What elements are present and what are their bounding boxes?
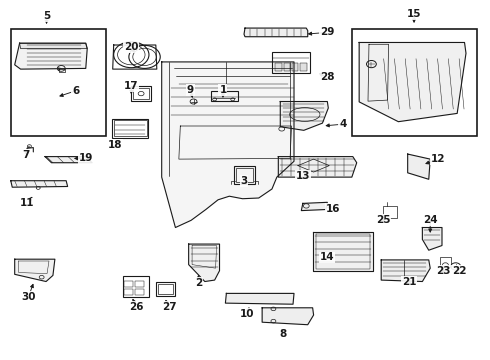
Text: 1: 1 xyxy=(220,85,226,95)
Text: 18: 18 xyxy=(108,140,122,150)
Bar xyxy=(440,257,451,267)
Polygon shape xyxy=(408,154,430,179)
Bar xyxy=(11,29,106,136)
Bar xyxy=(122,276,149,297)
Bar xyxy=(135,289,144,295)
Text: 10: 10 xyxy=(240,309,255,319)
Bar xyxy=(300,63,307,71)
Text: 6: 6 xyxy=(73,86,79,96)
Bar xyxy=(124,281,133,287)
Text: 25: 25 xyxy=(376,215,391,225)
Bar xyxy=(124,289,133,295)
Text: 27: 27 xyxy=(162,302,176,312)
Polygon shape xyxy=(244,28,308,37)
Text: 22: 22 xyxy=(452,266,467,276)
Polygon shape xyxy=(45,157,92,163)
Polygon shape xyxy=(301,202,327,211)
Bar xyxy=(234,166,255,184)
Bar xyxy=(112,119,148,138)
Polygon shape xyxy=(280,102,328,130)
Text: 16: 16 xyxy=(326,204,341,214)
Bar xyxy=(275,63,282,71)
Polygon shape xyxy=(20,43,87,49)
Text: 26: 26 xyxy=(129,302,144,312)
Text: 13: 13 xyxy=(295,171,310,181)
Bar xyxy=(158,284,173,294)
Text: 29: 29 xyxy=(320,27,335,37)
Text: 8: 8 xyxy=(280,329,287,339)
Polygon shape xyxy=(225,293,294,304)
Text: 2: 2 xyxy=(195,278,202,288)
Text: 19: 19 xyxy=(78,153,93,163)
Text: 30: 30 xyxy=(21,292,36,302)
Text: 17: 17 xyxy=(124,81,139,91)
Text: 5: 5 xyxy=(43,11,50,21)
Bar xyxy=(114,120,147,136)
Bar xyxy=(133,88,149,99)
Bar xyxy=(272,52,310,73)
Text: 23: 23 xyxy=(436,266,451,276)
Polygon shape xyxy=(381,260,430,282)
Text: 11: 11 xyxy=(20,198,34,208)
Text: 24: 24 xyxy=(423,215,438,225)
Bar xyxy=(131,86,151,101)
Bar xyxy=(156,282,175,296)
Polygon shape xyxy=(15,43,87,69)
Text: 4: 4 xyxy=(339,119,347,129)
Bar xyxy=(352,29,477,136)
Polygon shape xyxy=(15,259,55,282)
Text: 14: 14 xyxy=(320,252,335,262)
Polygon shape xyxy=(189,244,220,282)
Bar xyxy=(383,206,397,218)
Text: 15: 15 xyxy=(407,9,421,19)
Bar xyxy=(284,63,290,71)
Text: 21: 21 xyxy=(402,276,416,287)
Text: 12: 12 xyxy=(431,154,446,164)
Bar xyxy=(292,63,298,71)
Polygon shape xyxy=(422,228,442,250)
Polygon shape xyxy=(262,308,314,325)
Polygon shape xyxy=(359,42,466,122)
Text: 20: 20 xyxy=(124,42,139,52)
Text: 28: 28 xyxy=(320,72,335,82)
Bar xyxy=(211,91,238,101)
Bar xyxy=(135,281,144,287)
Text: 9: 9 xyxy=(187,85,194,95)
Text: 7: 7 xyxy=(22,150,29,160)
Polygon shape xyxy=(11,181,68,187)
Polygon shape xyxy=(162,62,294,228)
Text: 3: 3 xyxy=(241,176,247,186)
Polygon shape xyxy=(313,232,373,271)
Polygon shape xyxy=(278,157,357,177)
Bar xyxy=(236,168,253,182)
